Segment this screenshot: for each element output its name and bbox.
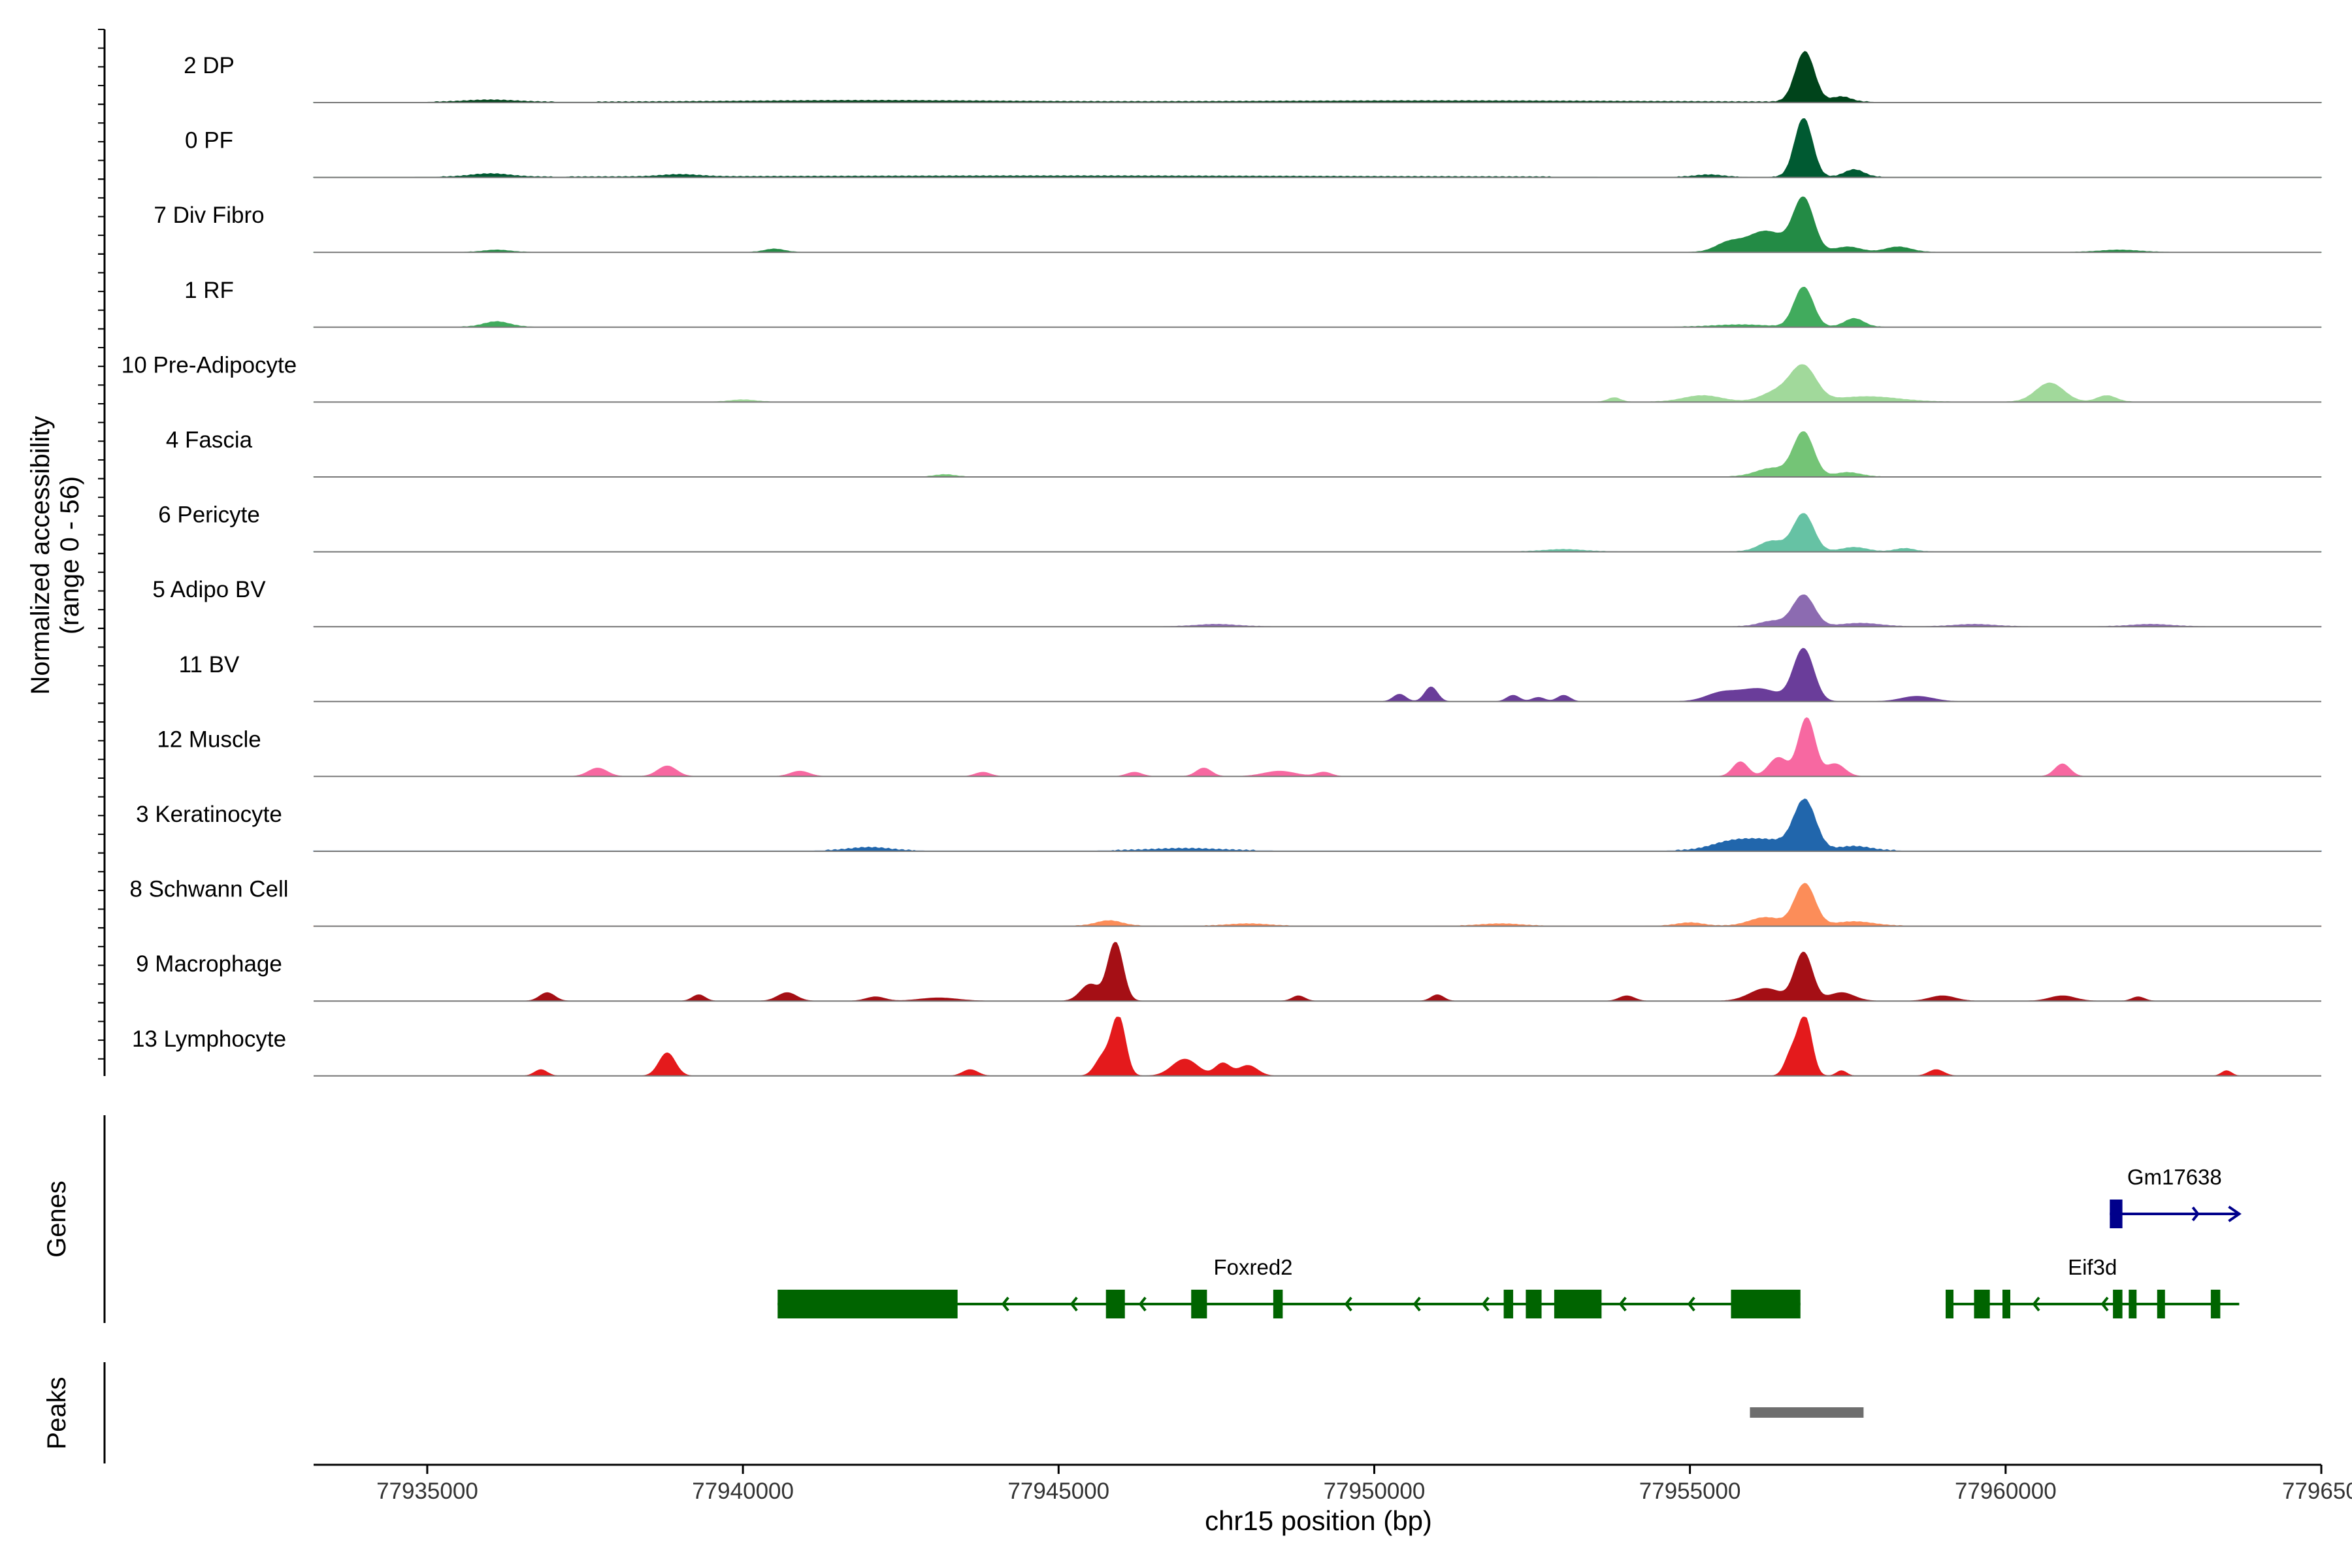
track-label: 6 Pericyte [158,502,260,528]
y-axis-title-line2: (range 0 - 56) [56,476,84,634]
gene-model: Gm17638 [2110,1165,2242,1228]
x-tick-label: 77940000 [692,1478,794,1504]
peak-annotations [103,1362,1864,1463]
strand-arrow [2032,1296,2040,1312]
coverage-y-axis [98,29,106,1076]
strand-arrow-end [2228,1205,2242,1222]
exon-block [1974,1290,1990,1318]
exon-block [2110,1200,2123,1228]
x-tick-label: 77955000 [1639,1478,1741,1504]
coverage-track: 11 BV [179,647,2321,702]
track-label: 5 Adipo BV [152,577,266,602]
gene-annotations: Gm17638 Foxred2 Eif3d [103,1115,2242,1323]
exon-block [1503,1290,1514,1318]
coverage-track: 3 Keratinocyte [136,798,2322,852]
strand-arrow [1618,1296,1627,1312]
strand-arrow [1481,1296,1490,1312]
coverage-track: 10 Pre-Adipocyte [122,352,2322,403]
x-tick-label: 77935000 [376,1478,478,1504]
exon-block [777,1290,958,1318]
strand-arrow [1344,1296,1352,1312]
coverage-track: 5 Adipo BV [152,577,2322,628]
track-label: 3 Keratinocyte [136,802,282,827]
exon-block [1273,1290,1283,1318]
x-axis-title: chr15 position (bp) [1205,1505,1432,1536]
track-label: 0 PF [185,128,233,154]
strand-arrow [1138,1296,1147,1312]
genes-panel-label: Genes [42,1181,71,1258]
coverage-track: 8 Schwann Cell [129,877,2322,927]
exon-block [2002,1290,2010,1318]
track-label: 12 Muscle [157,727,261,752]
exon-block [1526,1290,1542,1318]
gene-label: Foxred2 [1213,1255,1292,1279]
x-tick-label: 77950000 [1324,1478,1426,1504]
track-label: 7 Div Fibro [154,203,264,228]
exon-block [2129,1290,2137,1318]
coverage-track: 13 Lymphocyte [132,1017,2321,1077]
x-tick-label: 77960000 [1955,1478,2057,1504]
track-label: 9 Macrophage [136,951,282,977]
strand-arrow [2100,1296,2109,1312]
strand-arrow [1687,1296,1695,1312]
x-tick-label: 77945000 [1007,1478,1109,1504]
exon-block [1946,1290,1954,1318]
coverage-track: 7 Div Fibro [154,196,2322,253]
track-label: 1 RF [184,278,234,303]
exon-block [1554,1290,1602,1318]
exon-block [2113,1290,2123,1318]
x-tick-label: 7796500 [2282,1478,2352,1504]
strand-arrow [1001,1296,1009,1312]
track-label: 2 DP [184,53,235,78]
gene-label: Eif3d [2068,1255,2117,1279]
exon-block [1731,1290,1801,1318]
coverage-track: 6 Pericyte [158,502,2322,553]
strand-arrow [2191,1206,2200,1222]
coverage-track: 2 DP [184,51,2322,103]
y-axis-title-line1: Normalized accessibility [26,416,55,695]
gene-model: Eif3d [1946,1255,2240,1318]
exon-block [1105,1290,1125,1318]
coverage-track: 9 Macrophage [136,941,2321,1002]
track-label: 4 Fascia [166,427,253,453]
coverage-track: 4 Fascia [166,427,2322,478]
coverage-track: 12 Muscle [157,717,2321,777]
coverage-tracks: 2 DP 0 PF 7 Div Fibro 1 RF 10 Pre-Adipocyte 4… [122,51,2322,1077]
strand-arrow [1070,1296,1078,1312]
x-axis: 77935000 77940000 77945000 77950000 77955000… [314,1463,2352,1504]
peak-region [1750,1407,1864,1418]
strand-arrow [1413,1296,1421,1312]
exon-block [1191,1290,1207,1318]
track-label: 11 BV [179,652,240,678]
track-label: 8 Schwann Cell [129,877,288,902]
peaks-panel-label: Peaks [42,1377,71,1449]
track-label: 13 Lymphocyte [132,1026,286,1052]
gene-label: Gm17638 [2127,1165,2222,1189]
exon-block [2210,1290,2221,1318]
track-label: 10 Pre-Adipocyte [122,352,297,378]
coverage-track: 0 PF [185,118,2322,178]
exon-block [2157,1290,2165,1318]
gene-model: Foxred2 [777,1255,1801,1318]
coverage-track: 1 RF [184,278,2322,328]
